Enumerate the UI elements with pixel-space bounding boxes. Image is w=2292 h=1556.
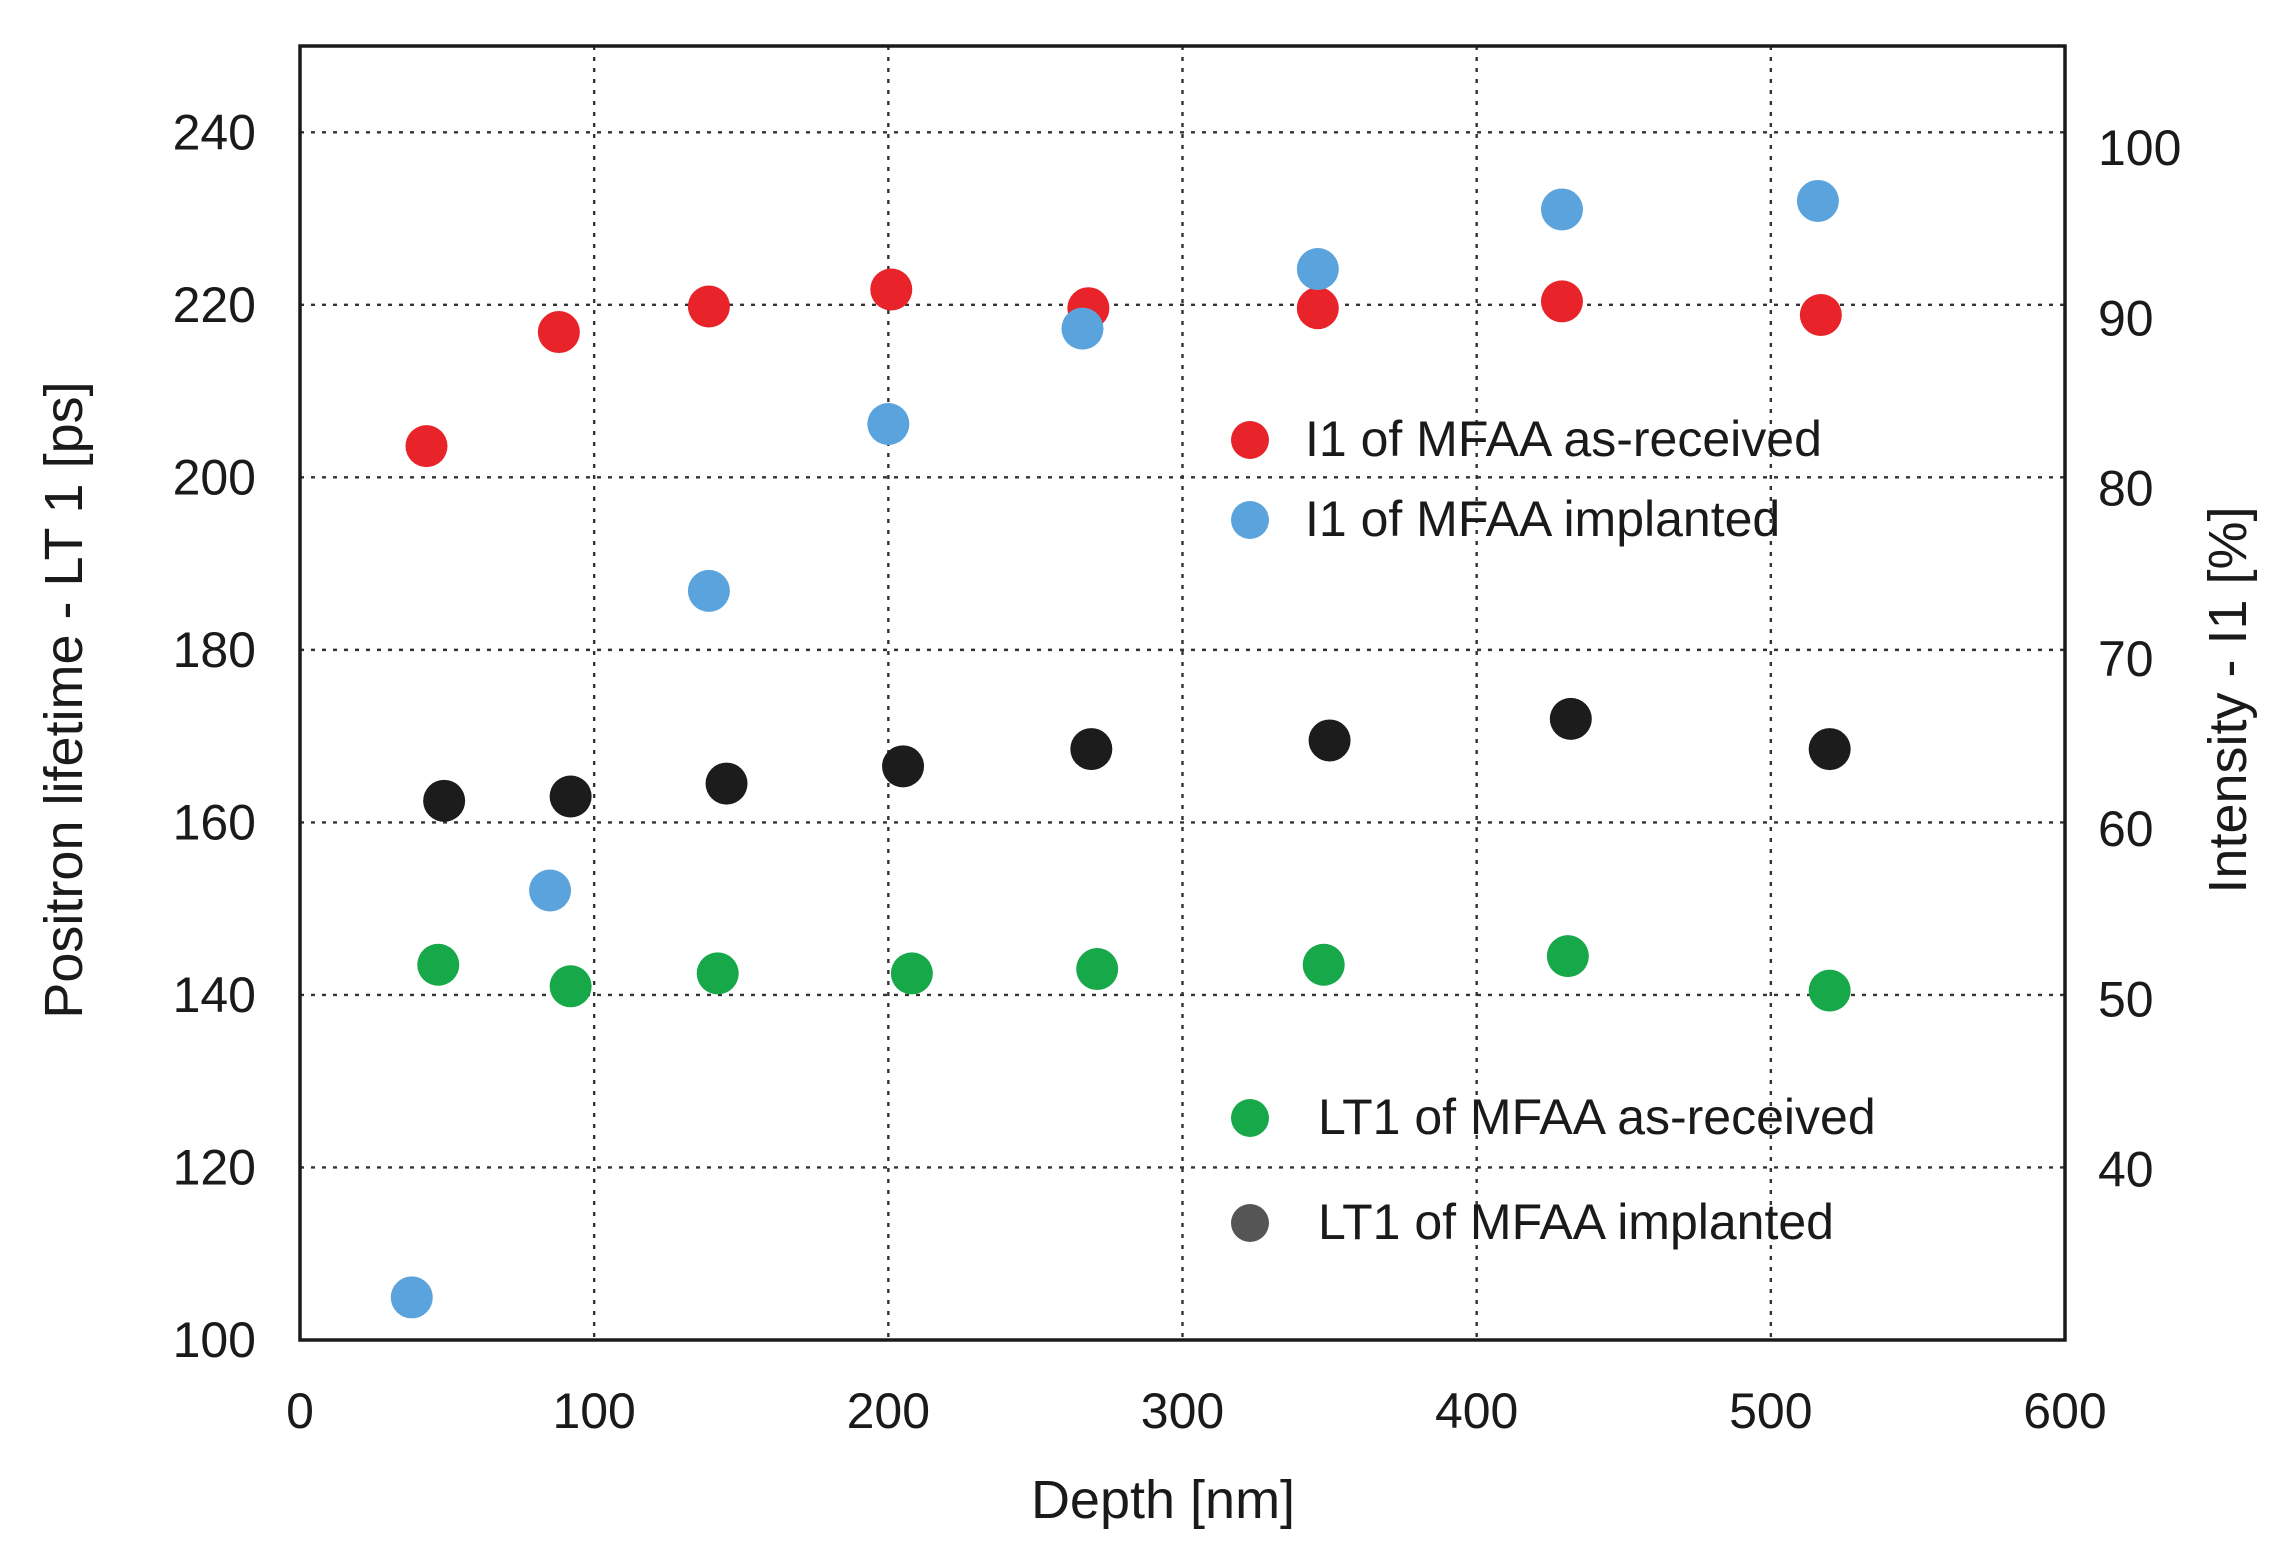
- data-point: [423, 779, 466, 822]
- y-tick-label: 140: [173, 967, 256, 1023]
- legend-label: I1 of MFAA implanted: [1305, 491, 1780, 547]
- data-point: [890, 952, 933, 995]
- series-2: [390, 179, 1839, 1319]
- data-point: [1308, 719, 1351, 762]
- y2-tick-label: 60: [2098, 801, 2154, 857]
- y2-tick-label: 70: [2098, 631, 2154, 687]
- legend-entry: LT1 of MFAA implanted: [1231, 1194, 1834, 1250]
- y-axis-ticks: 100 120 140 160 180 200 220 240: [173, 104, 256, 1368]
- legend-entry: LT1 of MFAA as-received: [1231, 1089, 1876, 1145]
- data-point: [405, 425, 448, 468]
- data-point: [687, 569, 730, 612]
- x-tick-label: 300: [1141, 1383, 1224, 1439]
- series-4: [423, 697, 1851, 822]
- data-point: [549, 965, 592, 1008]
- y-tick-label: 240: [173, 104, 256, 160]
- x-tick-label: 200: [847, 1383, 930, 1439]
- grid-lines: [300, 46, 2065, 1340]
- y2-tick-label: 40: [2098, 1142, 2154, 1198]
- y2-tick-label: 80: [2098, 461, 2154, 517]
- x-tick-label: 100: [552, 1383, 635, 1439]
- data-point: [696, 952, 739, 995]
- legend-entry: I1 of MFAA implanted: [1231, 491, 1780, 547]
- data-point: [1549, 697, 1592, 740]
- data-point: [417, 943, 460, 986]
- series-1: [405, 268, 1842, 468]
- x-axis-ticks: 0 100 200 300 400 500 600: [286, 1383, 2107, 1439]
- data-point: [882, 745, 925, 788]
- data-point: [1296, 287, 1339, 330]
- legend-label: I1 of MFAA as-received: [1305, 411, 1822, 467]
- legend-marker: [1231, 421, 1269, 459]
- data-point: [1076, 948, 1119, 991]
- legend-marker: [1231, 1099, 1269, 1137]
- y-tick-label: 100: [173, 1312, 256, 1368]
- legend: I1 of MFAA as-received I1 of MFAA implant…: [1231, 411, 1876, 1250]
- data-point: [1808, 969, 1851, 1012]
- y-tick-label: 180: [173, 622, 256, 678]
- data-point: [1546, 935, 1589, 978]
- x-tick-label: 500: [1729, 1383, 1812, 1439]
- x-tick-label: 0: [286, 1383, 314, 1439]
- data-point: [1540, 188, 1583, 231]
- legend-label: LT1 of MFAA as-received: [1318, 1089, 1876, 1145]
- data-point: [1070, 728, 1113, 771]
- plot-frame: [298, 44, 2067, 1342]
- legend-label: LT1 of MFAA implanted: [1318, 1194, 1834, 1250]
- legend-marker: [1231, 1204, 1269, 1242]
- data-point: [705, 762, 748, 805]
- legend-entry: I1 of MFAA as-received: [1231, 411, 1822, 467]
- y-tick-label: 200: [173, 449, 256, 505]
- data-point: [549, 775, 592, 818]
- data-point: [1796, 179, 1839, 222]
- x-tick-label: 600: [2023, 1383, 2106, 1439]
- y-axis-title: Positron lifetime - LT 1 [ps]: [34, 381, 94, 1018]
- data-point: [1540, 280, 1583, 323]
- y2-tick-label: 100: [2098, 120, 2181, 176]
- y2-axis-title: Intensity - I1 [%]: [2198, 506, 2258, 893]
- y-tick-label: 160: [173, 794, 256, 850]
- data-point: [1296, 248, 1339, 291]
- series-3: [417, 935, 1851, 1012]
- data-point: [1302, 943, 1345, 986]
- data-point: [870, 268, 913, 311]
- data-point: [867, 402, 910, 445]
- data-point: [390, 1276, 433, 1319]
- data-points: [390, 179, 1851, 1319]
- y2-tick-label: 90: [2098, 290, 2154, 346]
- data-point: [537, 311, 580, 354]
- x-tick-label: 400: [1435, 1383, 1518, 1439]
- data-point: [1799, 294, 1842, 337]
- legend-marker: [1231, 501, 1269, 539]
- x-axis-title: Depth [nm]: [1031, 1470, 1295, 1530]
- data-point: [529, 869, 572, 912]
- y2-tick-label: 50: [2098, 971, 2154, 1027]
- y2-axis-ticks: 40 50 60 70 80 90 100: [2098, 120, 2181, 1198]
- y-tick-label: 120: [173, 1139, 256, 1195]
- data-point: [1061, 307, 1104, 350]
- data-point: [687, 285, 730, 328]
- y-tick-label: 220: [173, 277, 256, 333]
- data-point: [1808, 728, 1851, 771]
